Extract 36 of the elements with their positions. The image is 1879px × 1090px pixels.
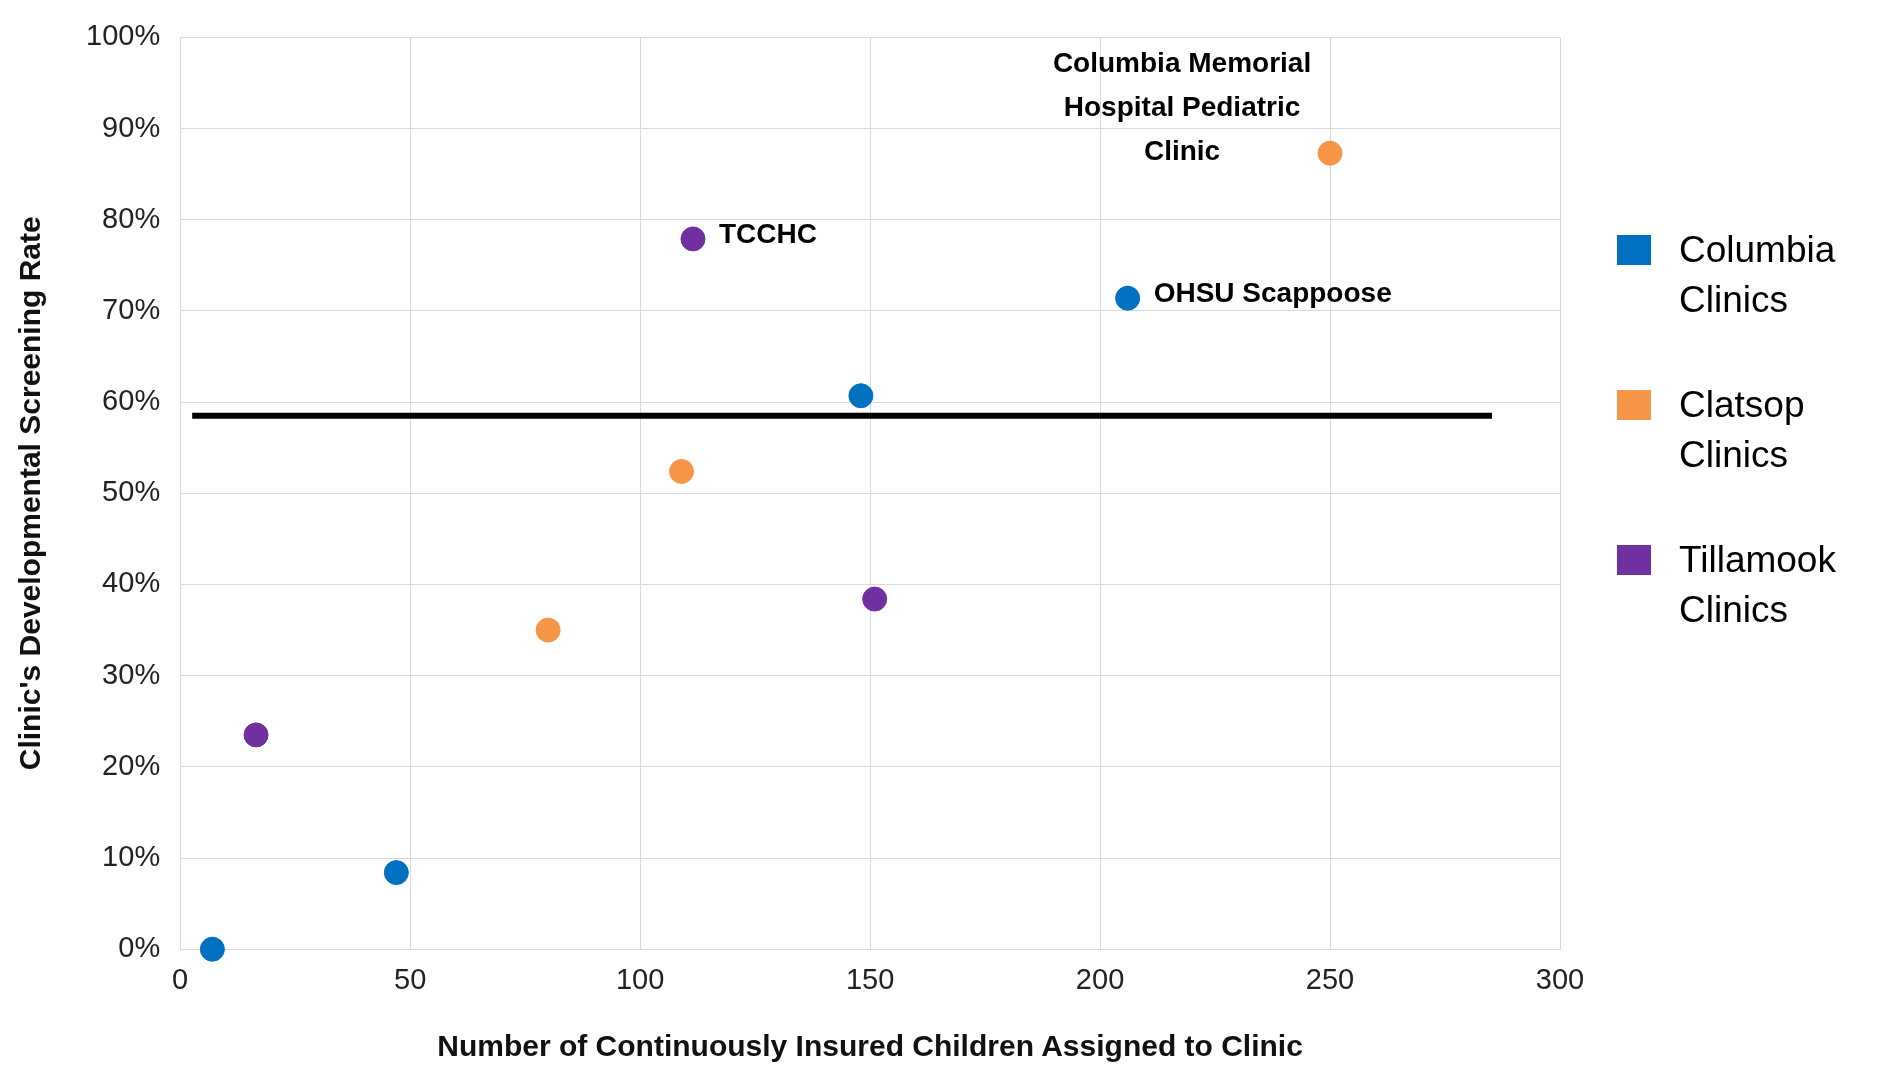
y-tick-label: 50% xyxy=(102,475,161,508)
point xyxy=(862,586,888,612)
x-axis-title: Number of Continuously Insured Children Assigned to Clinic xyxy=(437,1029,1303,1063)
y-tick-label: 80% xyxy=(102,201,161,234)
point xyxy=(383,860,409,886)
y-tick-label: 30% xyxy=(102,657,161,690)
x-tick-label: 200 xyxy=(1075,962,1125,995)
annotation: OHSU Scappoose xyxy=(1153,276,1392,308)
annotation: TCCHC xyxy=(719,217,818,249)
y-tick-label: 20% xyxy=(102,748,161,781)
x-tick-label: 300 xyxy=(1535,962,1585,995)
x-tick-label: 100 xyxy=(615,962,665,995)
y-tick-label: 90% xyxy=(102,110,161,143)
point xyxy=(680,226,706,252)
y-tick-label: 60% xyxy=(102,384,161,417)
y-tick-label: 70% xyxy=(102,292,161,325)
point xyxy=(243,722,269,748)
point xyxy=(848,383,874,409)
point xyxy=(669,458,695,484)
y-tick-label: 10% xyxy=(102,840,161,873)
legend-label: Tillamook Clinics xyxy=(1679,538,1837,632)
legend-label: Clatsop Clinics xyxy=(1679,383,1806,477)
y-tick-label: 100% xyxy=(86,19,161,52)
y-axis-title: Clinic's Developmental Screening Rate xyxy=(13,216,47,771)
x-tick-label: 250 xyxy=(1305,962,1355,995)
point xyxy=(535,617,561,643)
y-tick-label: 0% xyxy=(118,931,161,964)
x-tick-label: 150 xyxy=(845,962,895,995)
point xyxy=(1115,285,1141,311)
x-tick-label: 50 xyxy=(394,962,427,995)
point xyxy=(1317,140,1343,166)
legend-label: Columbia Clinics xyxy=(1679,228,1837,322)
annotation: Columbia Memorial Hospital Pediatric Clinic xyxy=(1052,46,1312,166)
y-tick-label: 40% xyxy=(102,566,161,599)
x-tick-label: 0 xyxy=(172,962,189,995)
point xyxy=(199,936,225,962)
